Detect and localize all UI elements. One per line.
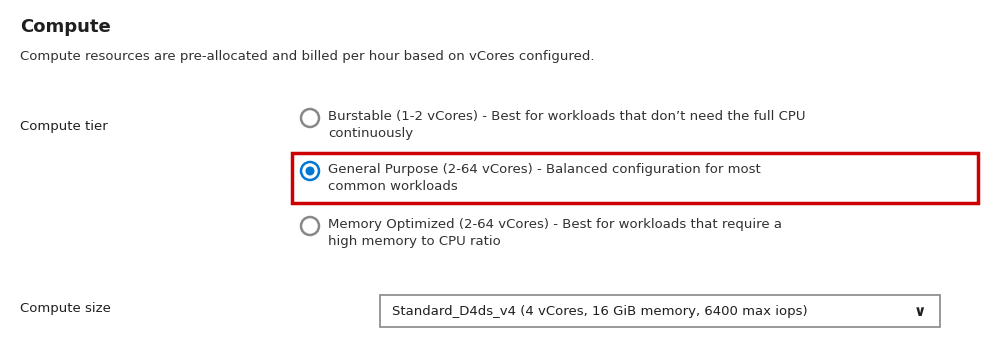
Circle shape	[301, 217, 319, 235]
Text: ∨: ∨	[914, 303, 926, 319]
Text: Compute: Compute	[20, 18, 111, 36]
Text: Burstable (1-2 vCores) - Best for workloads that don’t need the full CPU: Burstable (1-2 vCores) - Best for worklo…	[328, 110, 805, 123]
Circle shape	[306, 166, 315, 176]
Text: high memory to CPU ratio: high memory to CPU ratio	[328, 235, 500, 248]
Bar	[380, 295, 940, 327]
Text: General Purpose (2-64 vCores) - Balanced configuration for most: General Purpose (2-64 vCores) - Balanced…	[328, 163, 761, 176]
Circle shape	[301, 162, 319, 180]
Text: continuously: continuously	[328, 127, 414, 140]
Text: Standard_D4ds_v4 (4 vCores, 16 GiB memory, 6400 max iops): Standard_D4ds_v4 (4 vCores, 16 GiB memor…	[392, 304, 807, 318]
Text: Compute resources are pre-allocated and billed per hour based on vCores configur: Compute resources are pre-allocated and …	[20, 50, 594, 63]
Text: Compute size: Compute size	[20, 302, 111, 315]
Circle shape	[301, 109, 319, 127]
Bar	[292, 153, 978, 203]
Text: common workloads: common workloads	[328, 180, 458, 193]
Text: Memory Optimized (2-64 vCores) - Best for workloads that require a: Memory Optimized (2-64 vCores) - Best fo…	[328, 218, 782, 231]
Text: Compute tier: Compute tier	[20, 120, 108, 133]
